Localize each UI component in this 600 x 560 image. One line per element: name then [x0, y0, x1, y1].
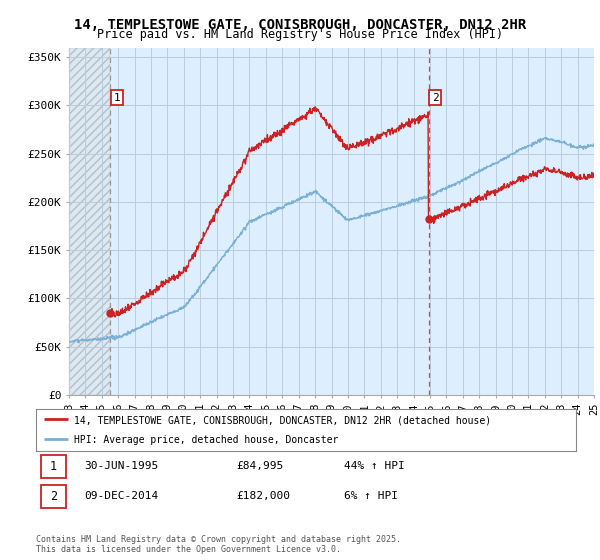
Text: HPI: Average price, detached house, Doncaster: HPI: Average price, detached house, Donc… — [74, 435, 338, 445]
Text: 1: 1 — [113, 92, 120, 102]
Bar — [69, 48, 110, 395]
Text: Contains HM Land Registry data © Crown copyright and database right 2025.
This d: Contains HM Land Registry data © Crown c… — [36, 535, 401, 554]
Text: 1: 1 — [50, 460, 57, 473]
Text: £84,995: £84,995 — [236, 461, 283, 472]
Text: 14, TEMPLESTOWE GATE, CONISBROUGH, DONCASTER, DN12 2HR: 14, TEMPLESTOWE GATE, CONISBROUGH, DONCA… — [74, 18, 526, 32]
Text: 6% ↑ HPI: 6% ↑ HPI — [344, 491, 398, 501]
FancyBboxPatch shape — [41, 455, 66, 478]
Text: 2: 2 — [432, 92, 439, 102]
Text: Price paid vs. HM Land Registry's House Price Index (HPI): Price paid vs. HM Land Registry's House … — [97, 28, 503, 41]
Text: 44% ↑ HPI: 44% ↑ HPI — [344, 461, 404, 472]
Text: £182,000: £182,000 — [236, 491, 290, 501]
FancyBboxPatch shape — [41, 484, 66, 508]
Text: 2: 2 — [50, 490, 57, 503]
Text: 14, TEMPLESTOWE GATE, CONISBROUGH, DONCASTER, DN12 2HR (detached house): 14, TEMPLESTOWE GATE, CONISBROUGH, DONCA… — [74, 415, 491, 425]
Text: 09-DEC-2014: 09-DEC-2014 — [85, 491, 159, 501]
Text: 30-JUN-1995: 30-JUN-1995 — [85, 461, 159, 472]
